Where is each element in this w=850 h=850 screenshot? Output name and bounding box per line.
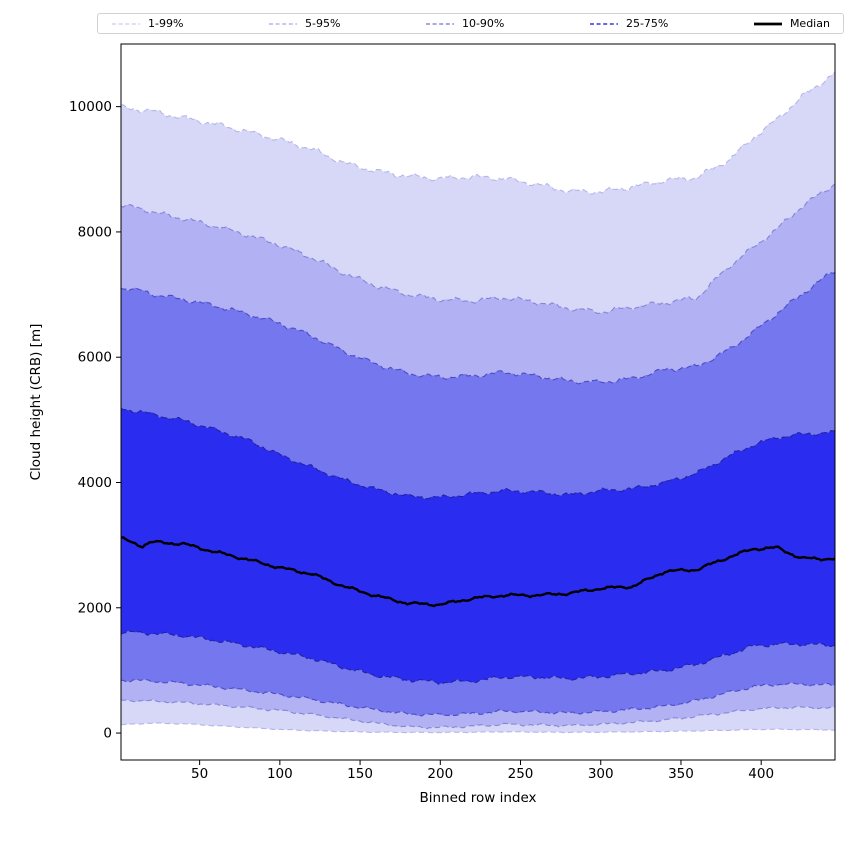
x-tick-label-100: 100 [267,766,293,782]
legend-box: 1-99% 5-95% 10-90% 25-75% Median [97,13,844,34]
percentile-line-p25 [121,630,835,685]
y-tick-label-4000: 4000 [78,475,112,491]
y-tick-label-2000: 2000 [78,600,112,616]
legend-entry-10-90-: 10-90% [425,18,504,29]
plot-area [121,72,835,734]
legend-entry-median: Median [753,18,830,29]
axes-spines [120,43,836,761]
percentile-line-p95 [121,184,835,314]
percentile-line-p10 [121,678,835,717]
legend-line-swatch-5-95- [268,22,297,25]
x-axis-label: Binned row index [419,790,537,806]
legend-entry-25-75-: 25-75% [589,18,668,29]
legend-entry-1-99-: 1-99% [111,18,183,29]
percentile-line-p5 [121,699,835,730]
legend-label-25-75-: 25-75% [625,17,669,30]
x-tick-label-200: 200 [427,766,453,782]
y-tick-label-6000: 6000 [78,350,112,366]
y-tick-label-0: 0 [103,726,112,742]
legend-label-median: Median [789,17,830,30]
legend-line-swatch-25-75- [589,22,618,25]
legend-label-5-95-: 5-95% [304,17,341,30]
legend-line-swatch-median [753,22,782,25]
median-line [121,536,835,608]
x-tick-label-250: 250 [508,766,534,782]
legend-line-swatch-10-90- [425,22,454,25]
legend-line-swatch-1-99- [112,22,140,25]
percentile-line-p99 [121,72,835,195]
percentile-line-p75 [121,407,835,500]
legend-label-10-90-: 10-90% [461,17,505,30]
y-tick-label-8000: 8000 [78,224,112,240]
x-tick-label-350: 350 [668,766,694,782]
percentile-line-p90 [121,271,835,385]
legend-entry-5-95-: 5-95% [268,18,340,29]
legend-label-1-99-: 1-99% [148,17,184,30]
band-25-75% [121,408,835,685]
x-tick-label-150: 150 [347,766,373,782]
x-tick-label-400: 400 [748,766,774,782]
y-tick-label-10000: 10000 [69,99,112,115]
y-axis-label: Cloud height (CRB) [m] [28,323,44,481]
x-tick-label-50: 50 [191,766,208,782]
x-tick-label-300: 300 [588,766,614,782]
percentile-line-p1 [121,722,835,734]
